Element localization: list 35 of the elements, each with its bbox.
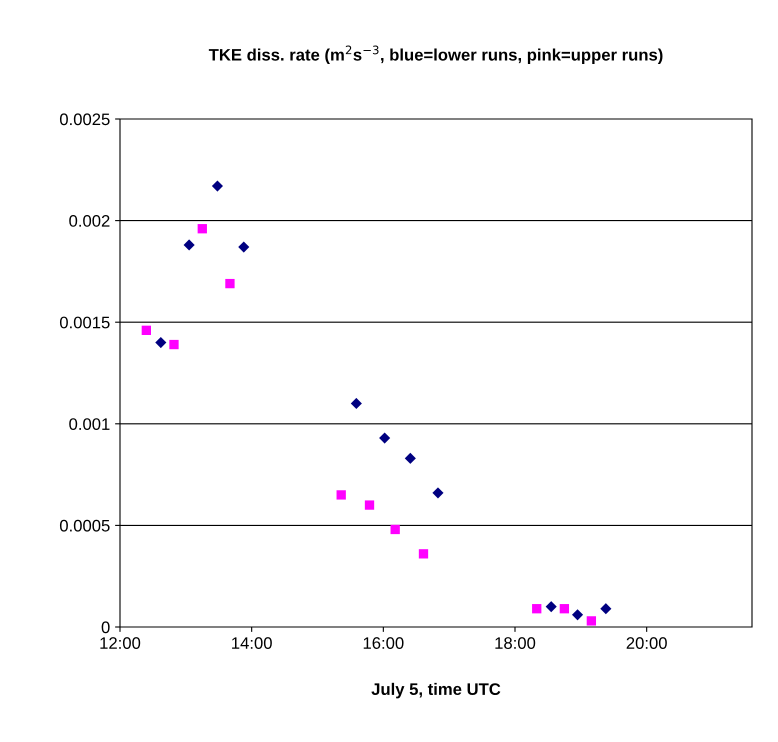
y-tick-label: 0.0015 — [60, 316, 110, 328]
point — [572, 609, 584, 620]
point — [336, 490, 346, 500]
point — [364, 500, 374, 510]
point — [225, 278, 235, 288]
point — [169, 340, 179, 350]
point — [390, 524, 400, 534]
point — [432, 487, 444, 498]
point — [532, 604, 542, 614]
x-tick-label: 16:00 — [364, 637, 404, 649]
x-tick-label: 14:00 — [232, 637, 272, 649]
point — [600, 603, 612, 614]
point — [212, 180, 223, 192]
point — [184, 239, 195, 251]
point — [418, 549, 428, 559]
point — [155, 336, 166, 348]
point — [404, 452, 416, 464]
x-tick-label: 12:00 — [100, 637, 140, 649]
y-tick-label: 0.0025 — [60, 113, 110, 126]
x-tick-label: 18:00 — [495, 637, 536, 649]
point — [142, 326, 151, 335]
x-tick-label: 20:00 — [626, 637, 667, 649]
point — [546, 601, 557, 612]
point — [198, 224, 207, 234]
point — [586, 616, 596, 626]
x-axis-title: July 5, time UTC — [371, 682, 500, 698]
y-tick-label: 0.002 — [69, 215, 110, 227]
chart-title: TKE diss. rate (m$^{2}$s$^{−3}$, blue=lower runs, pink=upper runs) — [208, 46, 662, 64]
point — [350, 398, 362, 410]
point — [238, 241, 250, 253]
point — [379, 432, 390, 444]
y-tick-label: 0 — [102, 621, 110, 634]
y-tick-label: 0.0005 — [60, 520, 110, 532]
point — [560, 604, 570, 614]
y-tick-label: 0.001 — [69, 418, 110, 430]
